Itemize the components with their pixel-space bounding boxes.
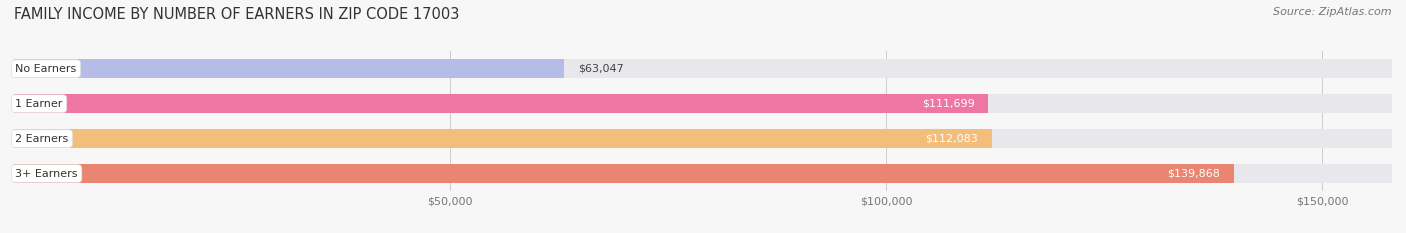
Text: $139,868: $139,868 bbox=[1167, 169, 1220, 178]
Bar bbox=[14, 94, 1392, 113]
Bar bbox=[14, 59, 1392, 78]
Text: 1 Earner: 1 Earner bbox=[15, 99, 63, 109]
Text: Source: ZipAtlas.com: Source: ZipAtlas.com bbox=[1274, 7, 1392, 17]
Bar bbox=[14, 164, 1234, 183]
Text: No Earners: No Earners bbox=[15, 64, 77, 74]
Text: $63,047: $63,047 bbox=[578, 64, 623, 74]
Text: FAMILY INCOME BY NUMBER OF EARNERS IN ZIP CODE 17003: FAMILY INCOME BY NUMBER OF EARNERS IN ZI… bbox=[14, 7, 460, 22]
Bar bbox=[14, 129, 991, 148]
Bar bbox=[14, 59, 564, 78]
Bar bbox=[14, 164, 1392, 183]
Bar bbox=[14, 129, 1392, 148]
Text: $112,083: $112,083 bbox=[925, 134, 977, 144]
Text: 3+ Earners: 3+ Earners bbox=[15, 169, 77, 178]
Text: $111,699: $111,699 bbox=[921, 99, 974, 109]
Bar bbox=[14, 94, 988, 113]
Text: 2 Earners: 2 Earners bbox=[15, 134, 69, 144]
